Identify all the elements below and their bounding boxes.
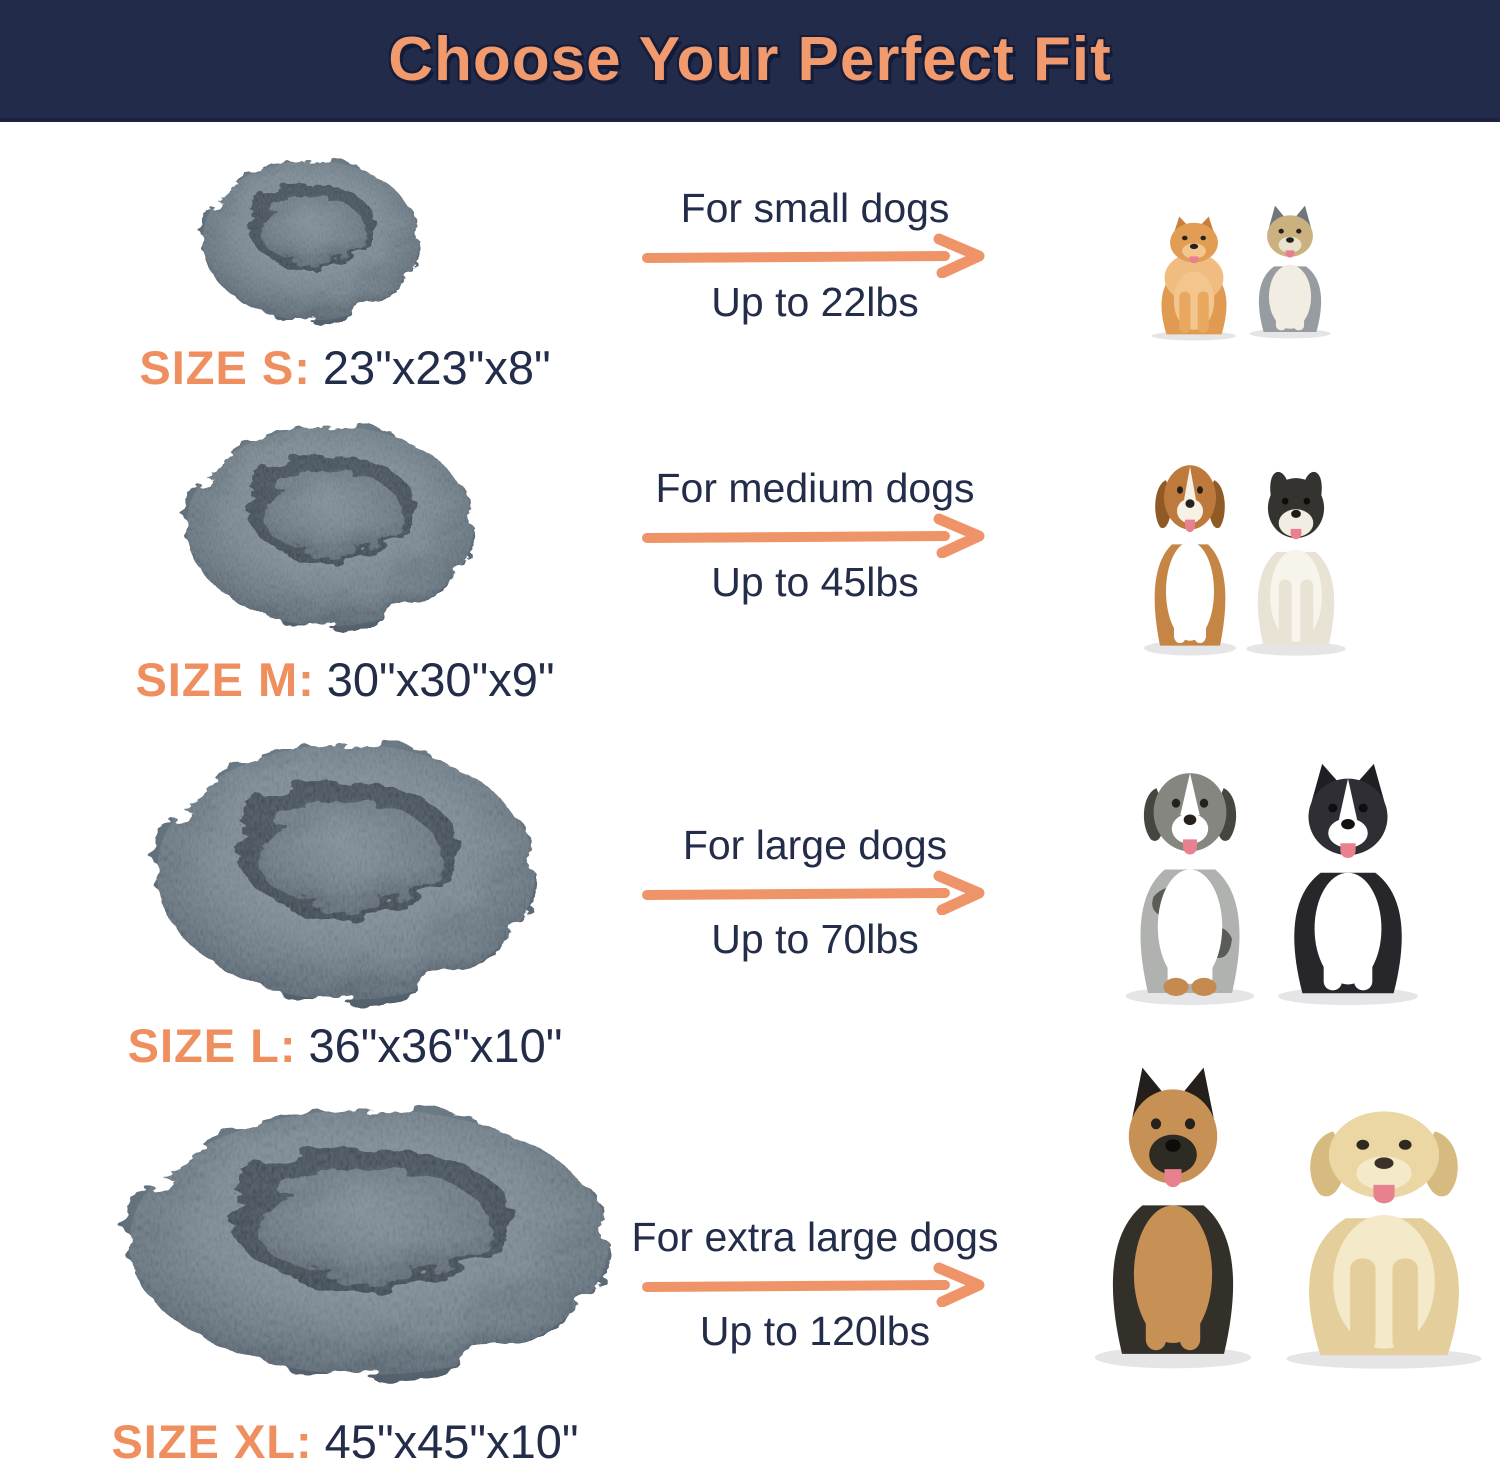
size-label: SIZE M: [135, 653, 315, 706]
fit-info-small: For small dogs Up to 22lbs [585, 184, 1045, 326]
beagle-illustration [1140, 448, 1240, 658]
size-dimensions: 45"x45"x10" [324, 1415, 579, 1461]
size-label: SIZE S: [139, 341, 311, 394]
yorkshire-terrier-illustration [1246, 204, 1334, 340]
page-title: Choose Your Perfect Fit [388, 24, 1112, 94]
border-collie-illustration [1272, 758, 1424, 1008]
dog-bed-image-large [126, 708, 566, 1028]
golden-retriever-illustration [1278, 1088, 1490, 1372]
size-label: SIZE L: [127, 1019, 297, 1072]
right-arrow-icon [642, 513, 985, 558]
weight-label: Up to 120lbs [699, 1308, 931, 1354]
audience-label: For extra large dogs [631, 1214, 999, 1260]
size-dimensions: 23"x23"x8" [322, 341, 551, 394]
dog-bed-image-extra-large [90, 1072, 648, 1404]
fit-info-extra-large: For extra large dogs Up to 120lbs [585, 1213, 1045, 1355]
german-shepherd-illustration [1088, 1064, 1258, 1372]
right-arrow-icon [642, 870, 985, 915]
fit-info-medium: For medium dogs Up to 45lbs [585, 464, 1045, 606]
australian-shepherd-illustration [1120, 752, 1260, 1008]
right-arrow-icon [642, 233, 985, 278]
size-dimensions: 36"x36"x10" [308, 1019, 563, 1072]
bed-size-caption-medium: SIZE M: 30"x30"x9" [0, 654, 690, 706]
fit-info-large: For large dogs Up to 70lbs [585, 821, 1045, 963]
right-arrow-icon [642, 1262, 985, 1307]
french-bulldog-illustration [1242, 462, 1350, 658]
pomeranian-illustration [1148, 212, 1240, 342]
audience-label: For medium dogs [655, 465, 975, 511]
bed-size-caption-small: SIZE S: 23"x23"x8" [0, 342, 690, 394]
size-dimensions: 30"x30"x9" [326, 653, 555, 706]
audience-label: For small dogs [680, 185, 950, 231]
header-banner: Choose Your Perfect Fit [0, 0, 1500, 122]
weight-label: Up to 45lbs [711, 559, 919, 605]
size-label: SIZE XL: [111, 1415, 313, 1461]
weight-label: Up to 70lbs [711, 916, 919, 962]
bed-size-caption-large: SIZE L: 36"x36"x10" [0, 1020, 690, 1072]
audience-label: For large dogs [682, 822, 948, 868]
dog-bed-image-medium [163, 398, 497, 648]
bed-size-caption-extra-large: SIZE XL: 45"x45"x10" [0, 1416, 690, 1461]
weight-label: Up to 22lbs [711, 279, 919, 325]
dog-bed-image-small [185, 138, 437, 338]
